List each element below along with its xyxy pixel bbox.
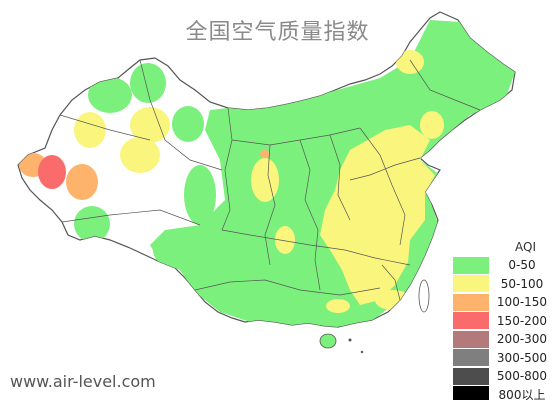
legend-swatch <box>453 293 489 311</box>
aqi-legend: AQI 0-50 50-100 100-150 150-200 200-300 300-5… <box>453 238 555 400</box>
province-boundaries <box>59 59 481 301</box>
legend-item: 50-100 <box>453 275 555 294</box>
legend-item: 0-50 <box>453 256 555 275</box>
legend-item: 500-800 <box>453 367 555 386</box>
legend-label: 800以上 <box>498 388 546 400</box>
legend-label: 150-200 <box>496 313 548 328</box>
legend-swatch <box>453 256 489 274</box>
legend-label: 500-800 <box>496 369 548 384</box>
legend-label: 50-100 <box>500 276 544 291</box>
legend-swatch <box>453 349 489 367</box>
legend-swatch <box>453 386 489 400</box>
legend-swatch <box>453 330 489 348</box>
legend-item: 150-200 <box>453 312 555 331</box>
legend-item: 300-500 <box>453 349 555 368</box>
legend-swatch <box>453 312 489 330</box>
legend-item: 100-150 <box>453 293 555 312</box>
islands <box>319 279 430 354</box>
legend-label: 100-150 <box>496 295 548 310</box>
map-title: 全国空气质量指数 <box>185 20 370 45</box>
legend-item: 800以上 <box>453 386 555 400</box>
website-url: www.air-level.com <box>10 372 156 391</box>
red-zones <box>38 155 66 189</box>
legend-swatch <box>453 275 489 293</box>
legend-label: 200-300 <box>496 332 548 347</box>
legend-rows: 0-50 50-100 100-150 150-200 200-300 300-500 50… <box>453 256 555 400</box>
yellow-zones <box>74 50 444 313</box>
legend-label: 300-500 <box>496 350 548 365</box>
aqi-color-fill <box>19 20 515 327</box>
legend-label: 0-50 <box>508 258 536 273</box>
legend-swatch <box>453 367 489 385</box>
legend-title: AQI <box>515 240 536 254</box>
green-zones <box>74 20 515 327</box>
legend-item: 200-300 <box>453 330 555 349</box>
